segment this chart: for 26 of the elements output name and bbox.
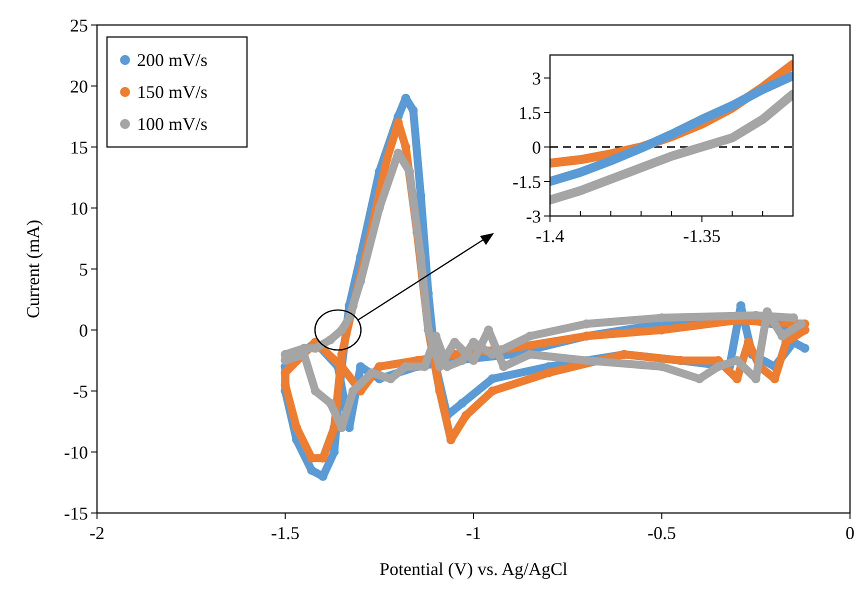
- y-tick-label: 10: [70, 198, 88, 218]
- x-tick-label: -1.5: [271, 523, 300, 543]
- y-tick-label: 15: [70, 137, 88, 158]
- y-tick-label: 25: [70, 15, 88, 36]
- y-axis-title: Current (mA): [23, 220, 43, 318]
- x-tick-label: -0.5: [648, 523, 676, 543]
- y-tick-label: 1.5: [518, 102, 541, 123]
- x-tick-label: -2: [90, 523, 104, 543]
- x-tick-label: -1.35: [683, 226, 721, 246]
- y-tick-label: 3: [532, 68, 541, 88]
- y-tick-label: -3: [526, 206, 541, 226]
- y-tick-label: -5: [73, 381, 88, 402]
- y-tick-label: 0: [532, 137, 541, 158]
- x-tick-label: -1: [466, 523, 481, 543]
- legend-label: 200 mV/s: [137, 50, 208, 70]
- y-tick-label: -1.5: [512, 172, 541, 192]
- legend-label: 150 mV/s: [137, 82, 208, 102]
- y-tick-label: -10: [64, 442, 88, 462]
- y-tick-label: 5: [79, 259, 88, 280]
- x-axis-title: Potential (V) vs. Ag/AgCl: [380, 559, 568, 579]
- x-tick-label: 0: [846, 523, 854, 543]
- legend-label: 100 mV/s: [137, 114, 208, 134]
- y-tick-label: -15: [64, 503, 88, 524]
- y-tick-label: 20: [70, 76, 88, 96]
- y-tick-label: 0: [79, 320, 88, 340]
- x-tick-label: -1.4: [536, 226, 564, 246]
